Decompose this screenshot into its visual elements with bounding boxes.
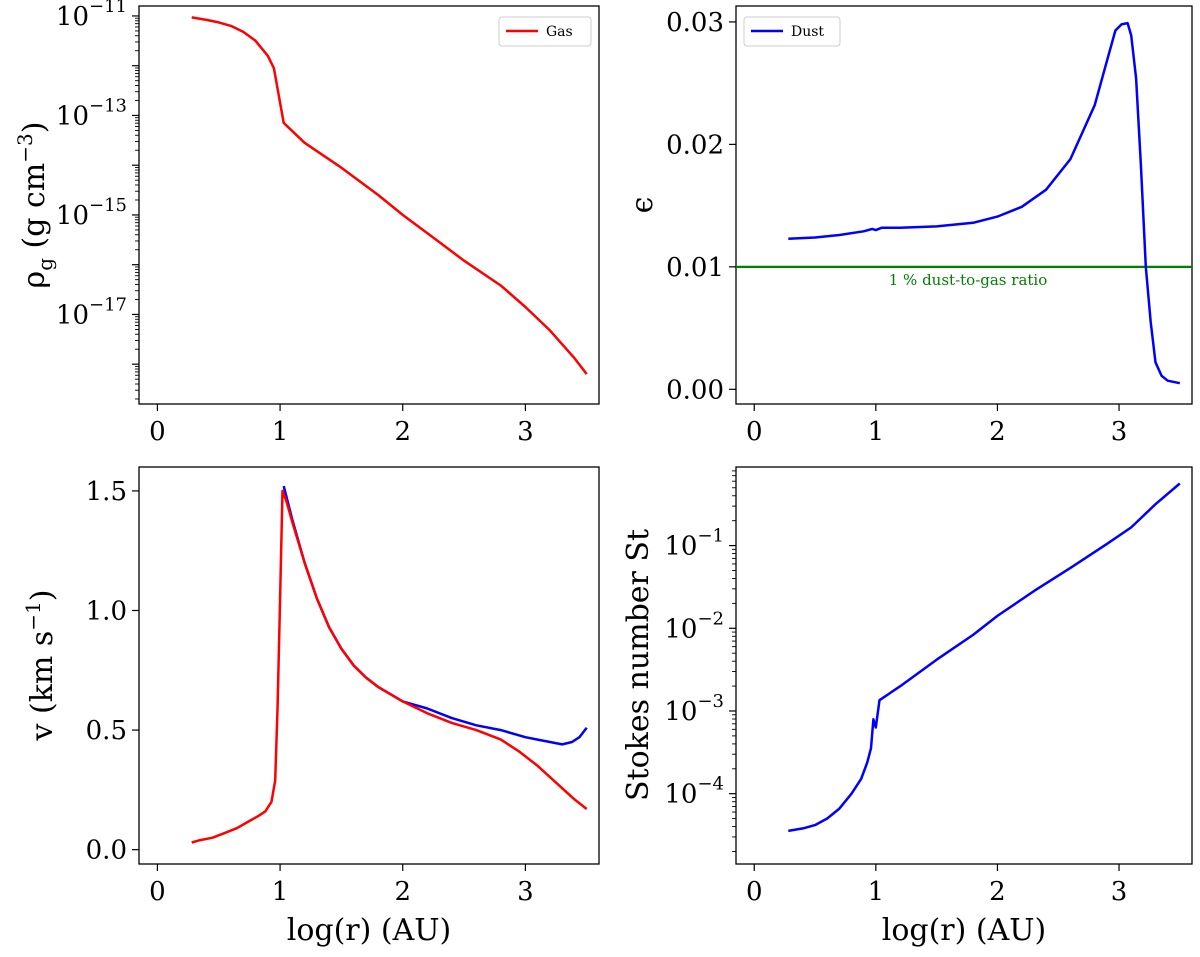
x-tick-label: 0 bbox=[746, 877, 763, 907]
series-line-gas bbox=[191, 16, 588, 375]
y-tick-label: 1.0 bbox=[86, 596, 127, 626]
y-tick-label: 0.5 bbox=[86, 716, 127, 746]
x-ticks: 0 1 2 3 bbox=[746, 864, 1127, 907]
y-tick-label: 10−4 bbox=[664, 774, 724, 810]
y-tick-label: 10−17 bbox=[56, 294, 127, 330]
legend-box bbox=[743, 16, 841, 47]
y-axis-label: ρg (g cm−3) bbox=[13, 122, 57, 289]
gas-line-group bbox=[191, 16, 588, 375]
legend: Dust bbox=[743, 16, 841, 47]
y-tick-exponent: −15 bbox=[89, 195, 127, 216]
y-axis-label: Stokes number St bbox=[621, 529, 656, 801]
series-line-dust bbox=[282, 485, 588, 746]
y-tick-exponent: −3 bbox=[697, 691, 724, 712]
y-tick-label: 10−2 bbox=[664, 608, 724, 644]
velocity-line-group bbox=[191, 485, 588, 844]
y-tick-label: 0.00 bbox=[666, 375, 724, 405]
axes-frame bbox=[735, 5, 1193, 405]
y-tick-exponent: −17 bbox=[89, 294, 127, 315]
hline-annotation: 1 % dust-to-gas ratio bbox=[889, 271, 1048, 289]
legend: Gas bbox=[498, 16, 592, 47]
x-tick-label: 3 bbox=[517, 877, 534, 907]
x-tick-label: 1 bbox=[272, 417, 289, 447]
y-tick-label: 0.02 bbox=[666, 130, 724, 160]
y-ticks: 0.00 0.01 0.02 0.03 bbox=[666, 8, 736, 405]
y-tick-label: 0.0 bbox=[86, 836, 127, 866]
x-tick-label: 0 bbox=[746, 417, 763, 447]
y-tick-exponent: −2 bbox=[697, 608, 724, 629]
dust-line-group bbox=[736, 21, 1192, 385]
x-tick-label: 0 bbox=[149, 417, 166, 447]
series-line-dust bbox=[788, 21, 1181, 385]
y-axis-label: v (km s−1) bbox=[21, 590, 60, 742]
series-line-gas bbox=[191, 489, 588, 844]
axes-frame bbox=[138, 5, 600, 405]
y-tick-label: 10−11 bbox=[56, 0, 127, 32]
y-tick-label: 0.03 bbox=[666, 8, 724, 38]
axes-frame bbox=[735, 466, 1193, 865]
y-tick-label: 10−3 bbox=[664, 691, 724, 727]
y-axis-label: ϵ bbox=[625, 197, 660, 214]
legend-label-dust: Dust bbox=[791, 24, 824, 40]
x-tick-label: 0 bbox=[149, 877, 166, 907]
x-tick-label: 2 bbox=[394, 417, 411, 447]
series-line-dust bbox=[788, 482, 1181, 833]
legend-label-gas: Gas bbox=[546, 24, 573, 40]
y-tick-exponent: −4 bbox=[697, 774, 724, 795]
y-tick-label: 1.5 bbox=[86, 477, 127, 507]
panel-gas-density: 0 1 2 3 10−11 10−13 10−15 10−17 ρg (g cm−3) Ga… bbox=[13, 0, 600, 447]
y-ticks: 10−4 10−3 10−2 10−1 bbox=[664, 470, 736, 852]
x-axis-label: log(r) (AU) bbox=[882, 913, 1047, 948]
panel-stokes: 0 1 2 3 10−4 10−3 10−2 10−1 Stokes number St l… bbox=[621, 466, 1193, 948]
x-tick-label: 1 bbox=[868, 877, 885, 907]
axes-frame bbox=[138, 466, 600, 865]
legend-box bbox=[498, 16, 592, 47]
x-tick-label: 2 bbox=[394, 877, 411, 907]
x-tick-label: 2 bbox=[989, 877, 1006, 907]
x-ticks: 0 1 2 3 bbox=[149, 404, 534, 447]
x-tick-label: 2 bbox=[989, 417, 1006, 447]
y-tick-label: 10−1 bbox=[664, 526, 724, 562]
y-ticks: 10−11 10−13 10−15 10−17 bbox=[56, 0, 139, 400]
stokes-line-group bbox=[788, 482, 1181, 833]
x-tick-label: 3 bbox=[1111, 417, 1128, 447]
x-ticks: 0 1 2 3 bbox=[746, 404, 1127, 447]
y-tick-label: 10−13 bbox=[56, 95, 127, 131]
y-tick-exponent: −1 bbox=[697, 526, 724, 547]
panel-dust-to-gas: 0 1 2 3 0.00 0.01 0.02 0.03 ϵ 1 % dust-to-gas … bbox=[625, 5, 1193, 447]
x-tick-label: 3 bbox=[517, 417, 534, 447]
x-tick-label: 1 bbox=[272, 877, 289, 907]
x-tick-label: 3 bbox=[1111, 877, 1128, 907]
y-tick-exponent: −13 bbox=[89, 95, 127, 116]
panel-velocity: 0 1 2 3 0.0 0.5 1.0 1.5 v (km s−1) log(r) (AU) bbox=[21, 466, 600, 948]
y-ticks: 0.0 0.5 1.0 1.5 bbox=[86, 477, 139, 866]
y-tick-exponent: −11 bbox=[89, 0, 127, 17]
y-tick-label: 10−15 bbox=[56, 195, 127, 231]
x-tick-label: 1 bbox=[868, 417, 885, 447]
y-tick-label: 0.01 bbox=[666, 253, 724, 283]
x-ticks: 0 1 2 3 bbox=[149, 864, 534, 907]
x-axis-label: log(r) (AU) bbox=[287, 913, 452, 948]
